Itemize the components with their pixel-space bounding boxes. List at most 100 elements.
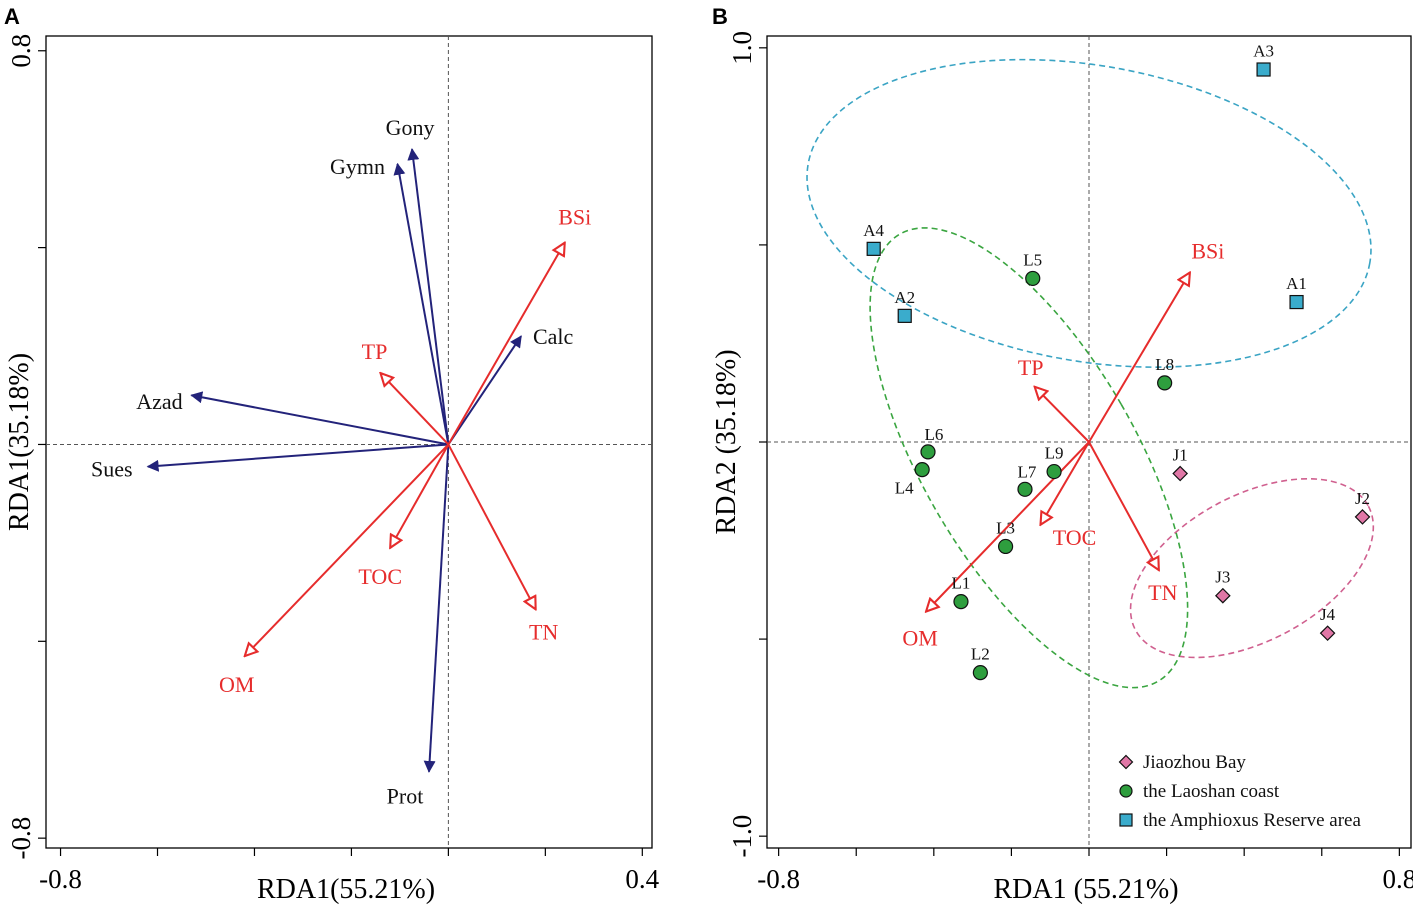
legend-marker-the-laoshan-coast bbox=[1119, 784, 1133, 798]
point-label-j3: J3 bbox=[1215, 568, 1230, 587]
x-tick-label: 0.8 bbox=[1382, 864, 1413, 894]
point-j1 bbox=[1172, 465, 1189, 482]
species-label-sues: Sues bbox=[91, 457, 133, 482]
point-l1 bbox=[953, 594, 969, 610]
species-label-gony: Gony bbox=[386, 115, 435, 140]
env-label-tp: TP bbox=[362, 339, 388, 364]
point-label-a2: A2 bbox=[894, 288, 915, 307]
point-label-a3: A3 bbox=[1253, 42, 1274, 61]
env-label-om: OM bbox=[219, 672, 254, 697]
env-label-bsi: BSi bbox=[1191, 239, 1224, 264]
point-l8 bbox=[1157, 375, 1173, 391]
species-label-azad: Azad bbox=[136, 389, 182, 414]
legend-entry-the-laoshan-coast: the Laoshan coast bbox=[1143, 781, 1280, 802]
ellipse-the-amphioxus-reserve-area bbox=[806, 58, 1372, 368]
panel-b-y-axis: -1.0 1.0 bbox=[727, 31, 767, 858]
point-label-a1: A1 bbox=[1286, 274, 1307, 293]
env-arrow-tp bbox=[1035, 387, 1090, 443]
point-l3 bbox=[997, 538, 1014, 555]
species-arrow-gymn bbox=[393, 162, 450, 445]
env-label-tn: TN bbox=[1148, 580, 1177, 605]
env-arrow-om bbox=[926, 441, 1090, 611]
env-label-tn: TN bbox=[529, 619, 558, 644]
panel-b-y-axis-label: RDA2 (35.18%) bbox=[711, 349, 742, 534]
point-label-l1: L1 bbox=[952, 574, 971, 593]
point-a2 bbox=[897, 308, 912, 323]
y-tick-label: -0.8 bbox=[6, 817, 36, 860]
panel-b-sites: J1 J2 J3 J4 L1 L2 L3 L4 L5 L6 L7 L8 L9 A1 A2 A3 A4 bbox=[863, 42, 1371, 681]
env-arrow-bsi bbox=[1088, 273, 1190, 443]
species-arrow-prot bbox=[423, 444, 450, 773]
legend-marker-jiaozhou-bay bbox=[1118, 754, 1134, 770]
x-tick-label: 0.4 bbox=[625, 864, 659, 894]
point-label-l3: L3 bbox=[996, 518, 1015, 537]
point-l7 bbox=[1017, 481, 1033, 497]
env-arrow-tp bbox=[381, 373, 450, 446]
panel-a-frame bbox=[45, 35, 653, 849]
point-label-l6: L6 bbox=[925, 425, 944, 444]
point-j3 bbox=[1214, 587, 1231, 604]
point-l5 bbox=[1025, 270, 1041, 287]
panel-b-group-ellipses bbox=[806, 58, 1375, 689]
species-arrow-gony bbox=[407, 147, 450, 445]
point-label-j4: J4 bbox=[1320, 605, 1336, 624]
point-label-l7: L7 bbox=[1018, 462, 1037, 481]
point-j4 bbox=[1319, 625, 1336, 642]
env-arrow-tn bbox=[447, 443, 535, 609]
species-label-calc: Calc bbox=[533, 324, 574, 349]
point-l6 bbox=[920, 444, 936, 460]
point-label-l5: L5 bbox=[1023, 250, 1042, 269]
y-tick-label: 1.0 bbox=[727, 31, 757, 65]
y-tick-label: -1.0 bbox=[727, 815, 757, 858]
panel-b-arrows: BSi TP TOC TN OM bbox=[902, 239, 1224, 651]
ellipse-jiaozhou-bay bbox=[1129, 478, 1375, 659]
point-label-l8: L8 bbox=[1155, 355, 1174, 374]
panel-a-x-axis: -0.8 0.4 bbox=[39, 848, 660, 894]
panel-a-letter: A bbox=[4, 4, 20, 29]
legend-marker-the-amphioxus-reserve-area bbox=[1119, 813, 1133, 827]
env-label-toc: TOC bbox=[1053, 525, 1097, 550]
point-j2 bbox=[1354, 509, 1371, 525]
point-label-j2: J2 bbox=[1355, 489, 1370, 508]
panel-b-x-axis-label: RDA1 (55.21%) bbox=[993, 874, 1178, 905]
panel-b-letter: B bbox=[712, 4, 728, 29]
point-label-l4: L4 bbox=[895, 479, 914, 498]
env-label-bsi: BSi bbox=[558, 205, 591, 230]
env-arrow-bsi bbox=[447, 243, 564, 445]
panel-a-y-axis-label: RDA1(35.18%) bbox=[4, 353, 35, 531]
ellipse-the-laoshan-coast bbox=[869, 227, 1189, 689]
panel-a-x-axis-label: RDA1(55.21%) bbox=[257, 874, 435, 905]
panel-b: B -0.8 0.8 -1.0 1.0 BSi TP TOC TN OM J1 J2 J3 J4 L… bbox=[711, 4, 1413, 905]
env-arrow-om bbox=[245, 443, 450, 656]
point-label-j1: J1 bbox=[1173, 446, 1188, 465]
species-arrow-sues bbox=[146, 443, 449, 472]
y-tick-label: 0.8 bbox=[6, 34, 36, 68]
point-l2 bbox=[972, 664, 988, 681]
point-a3 bbox=[1256, 62, 1271, 77]
env-arrow-tn bbox=[1088, 441, 1159, 570]
env-label-om: OM bbox=[902, 625, 937, 650]
species-arrow-calc bbox=[447, 335, 522, 446]
point-a4 bbox=[866, 241, 881, 256]
legend-entry-the-amphioxus-reserve-area: the Amphioxus Reserve area bbox=[1143, 810, 1361, 831]
species-arrow-azad bbox=[190, 391, 449, 446]
env-arrow-toc bbox=[390, 443, 450, 547]
panel-a-y-axis: -0.8 0.8 bbox=[6, 34, 46, 860]
legend-entry-jiaozhou-bay: Jiaozhou Bay bbox=[1143, 752, 1246, 773]
species-label-gymn: Gymn bbox=[330, 154, 385, 179]
point-l4 bbox=[914, 461, 930, 478]
panel-b-legend: Jiaozhou Bay the Laoshan coast the Amphiox… bbox=[1118, 752, 1361, 831]
env-label-tp: TP bbox=[1018, 355, 1044, 380]
point-label-l9: L9 bbox=[1045, 444, 1064, 463]
point-l9 bbox=[1046, 463, 1062, 480]
panel-b-x-axis: -0.8 0.8 bbox=[757, 848, 1413, 894]
x-tick-label: -0.8 bbox=[757, 864, 800, 894]
species-label-prot: Prot bbox=[387, 784, 424, 809]
point-label-a4: A4 bbox=[863, 221, 884, 240]
env-label-toc: TOC bbox=[358, 564, 402, 589]
point-a1 bbox=[1289, 294, 1304, 310]
x-tick-label: -0.8 bbox=[39, 864, 82, 894]
